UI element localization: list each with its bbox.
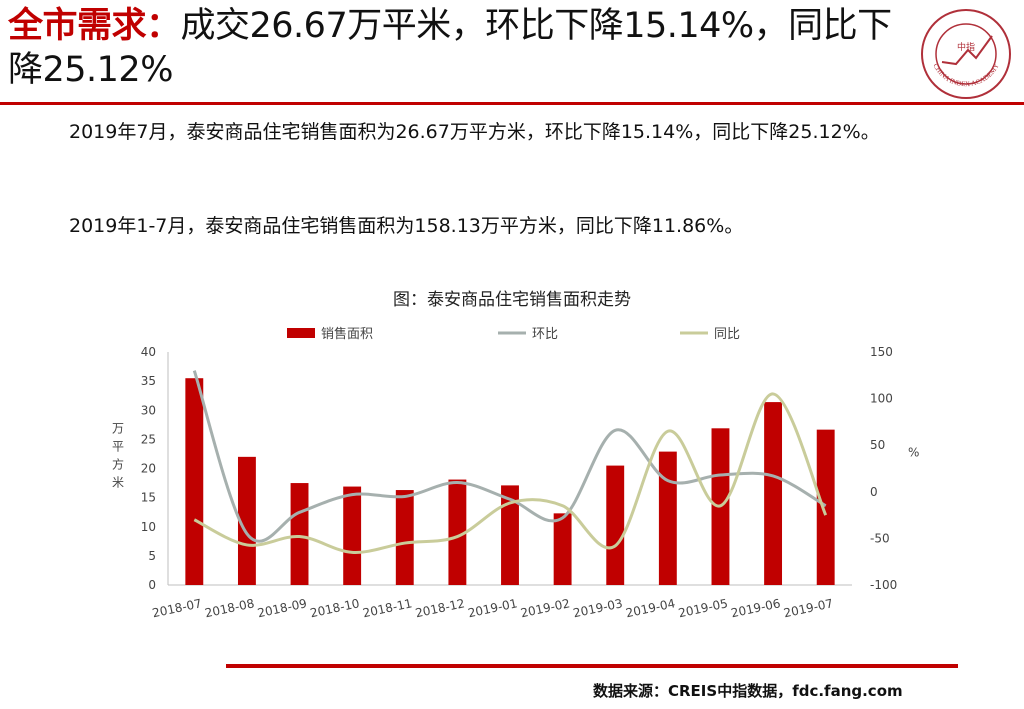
y-tick-label: 40 [141,345,156,359]
bar-sales-area [448,479,467,585]
y2-tick-label: 100 [870,392,893,406]
bar-sales-area [237,456,256,585]
title-text: 成交26.67万平米，环比下降15.14%，同比下降25.12% [8,6,892,90]
x-tick-label: 2018-11 [361,596,413,620]
x-tick-label: 2019-03 [572,596,624,620]
bar-sales-area [553,513,572,585]
y-tick-label: 25 [141,432,156,446]
y-tick-label: 10 [141,520,156,534]
page-title: 全市需求：成交26.67万平米，环比下降15.14%，同比下降25.12% [8,4,908,92]
y2-axis-label: % [908,446,919,460]
y-tick-label: 30 [141,403,156,417]
x-tick-label: 2019-05 [677,596,729,620]
y-tick-label: 0 [148,578,156,592]
bar-sales-area [185,378,204,585]
bar-sales-area [606,465,625,585]
legend-label: 环比 [532,327,558,342]
y2-tick-label: 150 [870,345,893,359]
y2-tick-label: -100 [870,578,897,592]
bar-sales-area [658,451,677,585]
sales-area-chart: 0 5 10 15 20 25 30 35 40 -100 -50 0 50 100 150 万平方米% 201… [112,326,919,620]
paragraph-ytd: 2019年1-7月，泰安商品住宅销售面积为158.13万平方米，同比下降11.8… [69,215,744,237]
china-index-academy-logo: 中指 CHINA INDEX ACADEMY [921,9,1011,99]
y-tick-label: 35 [141,374,156,388]
logo-ring-text: CHINA INDEX ACADEMY [931,62,1000,88]
bar-sales-area [290,483,309,585]
title-divider [0,102,1024,105]
y-tick-label: 15 [141,491,156,505]
chart-title: 图：泰安商品住宅销售面积走势 [393,290,631,310]
y-tick-label: 20 [141,462,156,476]
line-yoy [193,392,828,554]
y2-tick-label: -50 [870,531,890,545]
logo-text: 中指 [957,41,975,53]
y-axis-label: 万平方米 [112,422,124,490]
y2-tick-label: 50 [870,438,885,452]
paragraph-monthly: 2019年7月，泰安商品住宅销售面积为26.67万平方米，环比下降15.14%，… [69,121,880,143]
x-tick-label: 2018-07 [151,596,203,620]
legend-label: 销售面积 [321,326,373,342]
title-keyword: 全市需求： [8,6,181,46]
x-tick-label: 2018-08 [204,596,256,620]
legend-label: 同比 [714,327,740,342]
svg-text:CHINA INDEX ACADEMY: CHINA INDEX ACADEMY [931,62,1000,88]
x-tick-label: 2019-06 [730,596,782,620]
bar-sales-area [764,402,783,585]
x-tick-label: 2018-10 [309,596,361,620]
y2-tick-label: 0 [870,485,878,499]
y-tick-label: 5 [148,549,156,563]
legend-swatch [287,328,315,338]
bar-sales-area [816,429,835,585]
x-tick-label: 2018-12 [414,596,466,620]
bar-sales-area [343,486,362,585]
x-tick-label: 2019-04 [625,596,677,620]
bar-sales-area [501,485,519,585]
x-tick-label: 2018-09 [256,596,308,620]
x-tick-label: 2019-07 [782,596,834,620]
bar-sales-area [395,490,414,585]
line-mom [192,370,827,543]
x-tick-label: 2019-01 [467,596,519,620]
x-tick-label: 2019-02 [519,596,571,620]
footer-divider [226,664,958,668]
data-source: 数据来源：CREIS中指数据，fdc.fang.com [593,682,903,700]
